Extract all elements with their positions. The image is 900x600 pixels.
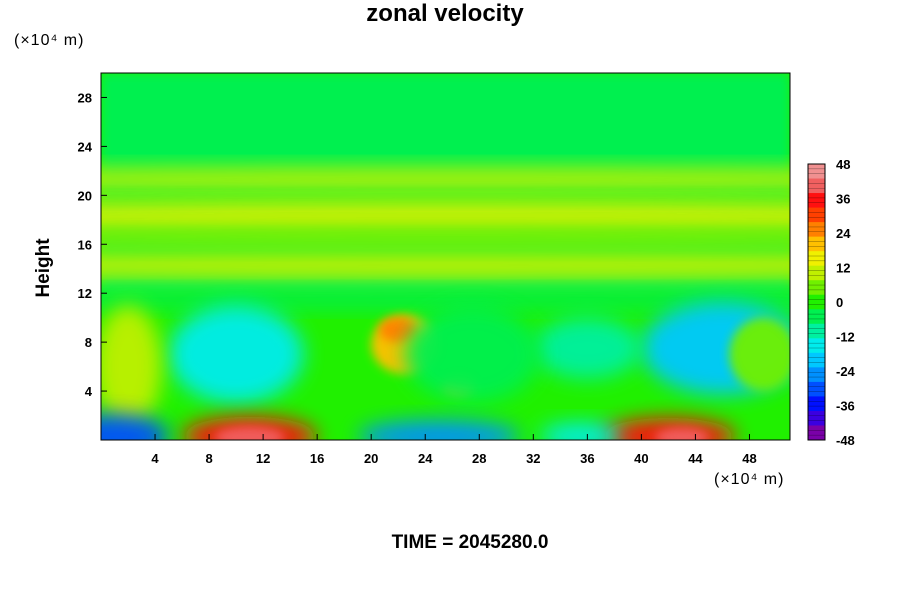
colorbar-swatch bbox=[808, 236, 825, 252]
colorbar-tick-label: -12 bbox=[836, 330, 855, 345]
colorbar-swatch bbox=[808, 410, 825, 426]
y-tick-label: 12 bbox=[78, 286, 92, 301]
y-axis: 4 8 12 16 20 24 28 bbox=[78, 90, 107, 399]
colorbar-tick-label: -48 bbox=[836, 433, 855, 448]
x-tick-label: 16 bbox=[310, 451, 324, 466]
time-label: TIME = 2045280.0 bbox=[391, 532, 549, 553]
y-tick-label: 24 bbox=[78, 139, 93, 154]
field-feature bbox=[404, 305, 541, 404]
x-axis-unit: (×10⁴ m) bbox=[714, 471, 785, 488]
plot-frame bbox=[100, 72, 791, 441]
chart-title: zonal velocity bbox=[366, 0, 524, 27]
y-tick-label: 8 bbox=[85, 335, 92, 350]
colorbar-tick-label: 12 bbox=[836, 261, 850, 276]
y-tick-label: 28 bbox=[78, 90, 92, 105]
colorbar-tick-label: 48 bbox=[836, 157, 850, 172]
field-feature bbox=[101, 289, 790, 310]
x-axis: 4 8 12 16 20 24 28 32 36 40 44 48 bbox=[151, 434, 757, 466]
x-tick-label: 12 bbox=[256, 451, 270, 466]
colorbar-swatch bbox=[808, 338, 825, 354]
y-tick-label: 20 bbox=[78, 188, 92, 203]
x-tick-label: 36 bbox=[580, 451, 594, 466]
field-feature bbox=[654, 427, 709, 440]
colorbar-swatch bbox=[808, 396, 825, 412]
x-tick-label: 4 bbox=[151, 451, 159, 466]
colorbar-swatch bbox=[808, 222, 825, 238]
colorbar-swatch bbox=[808, 352, 825, 368]
colorbar-swatch bbox=[808, 323, 825, 339]
colorbar-swatch bbox=[808, 425, 825, 441]
colorbar-swatch bbox=[808, 280, 825, 296]
x-tick-label: 40 bbox=[634, 451, 648, 466]
field-feature bbox=[533, 317, 642, 379]
colorbar-swatch bbox=[808, 265, 825, 281]
field-feature bbox=[101, 414, 169, 440]
colorbar-swatch bbox=[808, 251, 825, 267]
colorbar-swatch bbox=[808, 193, 825, 209]
colorbar-swatch bbox=[808, 367, 825, 383]
colorbar-swatch bbox=[808, 294, 825, 310]
velocity-field bbox=[101, 73, 790, 440]
y-axis-unit: (×10⁴ m) bbox=[14, 32, 85, 49]
field-feature bbox=[168, 305, 304, 404]
field-feature bbox=[101, 305, 162, 428]
colorbar-swatch bbox=[808, 309, 825, 325]
field-feature bbox=[357, 420, 520, 440]
x-tick-label: 24 bbox=[418, 451, 433, 466]
x-tick-label: 44 bbox=[688, 451, 703, 466]
colorbar-tick-label: -36 bbox=[836, 399, 855, 414]
field-feature bbox=[101, 167, 790, 192]
y-tick-label: 16 bbox=[78, 237, 92, 252]
field-feature bbox=[379, 317, 418, 343]
field-feature bbox=[214, 426, 285, 440]
colorbar-frame bbox=[807, 163, 826, 441]
colorbar-tick-label: 0 bbox=[836, 295, 843, 310]
colorbar-tick-label: -24 bbox=[836, 364, 856, 379]
field-feature bbox=[540, 422, 622, 440]
x-tick-label: 48 bbox=[742, 451, 756, 466]
field-feature bbox=[101, 249, 790, 281]
x-tick-label: 32 bbox=[526, 451, 540, 466]
colorbar: 48 36 24 12 0 -12 -24 -36 -48 bbox=[807, 157, 856, 448]
field-feature bbox=[101, 224, 790, 250]
colorbar-swatch bbox=[808, 381, 825, 397]
colorbar-tick-label: 24 bbox=[836, 226, 851, 241]
x-tick-label: 20 bbox=[364, 451, 378, 466]
y-tick-label: 4 bbox=[85, 384, 93, 399]
x-tick-label: 8 bbox=[205, 451, 212, 466]
field-feature bbox=[729, 317, 790, 392]
colorbar-swatch bbox=[808, 207, 825, 223]
colorbar-swatch bbox=[808, 178, 825, 194]
x-tick-label: 28 bbox=[472, 451, 486, 466]
colorbar-tick-label: 36 bbox=[836, 192, 850, 207]
colorbar-swatch bbox=[808, 164, 825, 180]
